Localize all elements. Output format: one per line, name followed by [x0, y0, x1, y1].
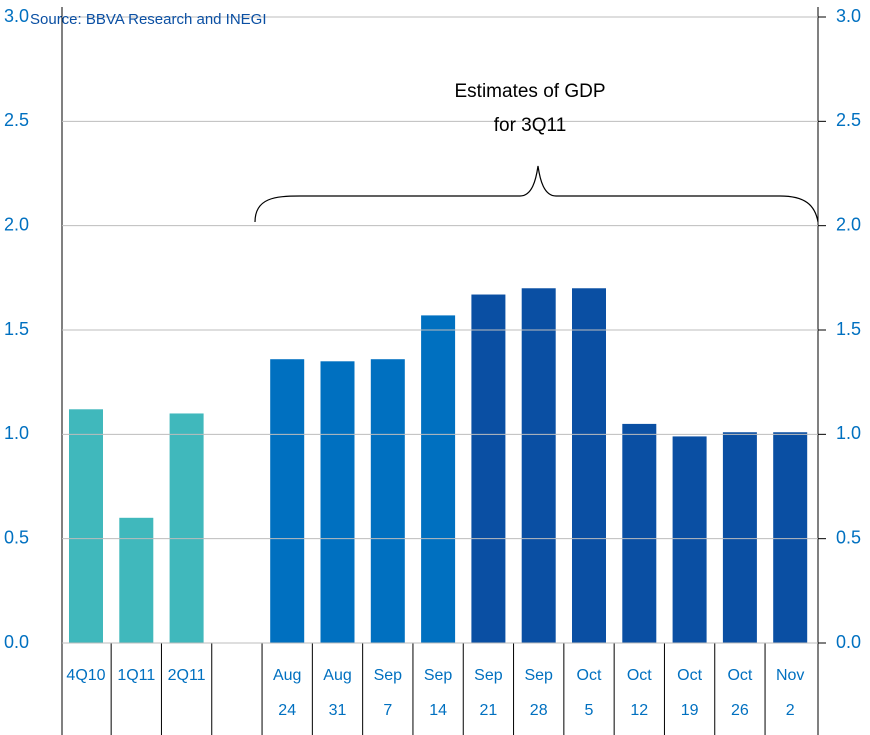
- bar: [169, 413, 204, 643]
- x-tick-label: 1Q11: [117, 667, 155, 684]
- x-tick-label: Sep: [524, 667, 553, 684]
- y-tick-label: 0.5: [4, 527, 29, 547]
- source: Source: BBVA Research and INEGI: [30, 11, 267, 28]
- y2-tick-label: 2.0: [836, 214, 861, 234]
- x-tick-label: Oct: [627, 667, 652, 684]
- x-tick-label-2: 12: [630, 702, 648, 719]
- x-tick-label-2: 7: [383, 702, 392, 719]
- x-tick-label: Sep: [474, 667, 503, 684]
- x-tick-label-2: 24: [278, 702, 296, 719]
- bar: [572, 288, 606, 643]
- x-tick-label: Sep: [374, 667, 403, 684]
- bar: [773, 432, 808, 643]
- x-tick-label: Oct: [677, 667, 702, 684]
- y2-tick-label: 0.5: [836, 527, 861, 547]
- y2-tick-label: 3.0: [836, 6, 861, 26]
- y-tick-label: 1.0: [4, 423, 29, 443]
- x-tick-label-2: 26: [731, 702, 749, 719]
- y-tick-label: 3.0: [4, 6, 29, 26]
- y2-tick-label: 2.5: [836, 110, 861, 130]
- x-tick-label-2: 19: [681, 702, 699, 719]
- x-tick-label: Aug: [323, 667, 351, 684]
- x-tick-label: 4Q10: [66, 667, 105, 684]
- x-tick-label: Aug: [273, 667, 301, 684]
- annotation: for 3Q11: [494, 115, 567, 136]
- x-tick-label-2: 28: [530, 702, 548, 719]
- x-tick-label: Oct: [727, 667, 752, 684]
- y2-tick-label: 0.0: [836, 632, 861, 652]
- x-tick-label-2: 31: [329, 702, 347, 719]
- x-tick-label-2: 14: [429, 702, 447, 719]
- bar: [722, 432, 757, 643]
- x-tick-label: Oct: [577, 667, 602, 684]
- x-tick-label-2: 2: [786, 702, 795, 719]
- x-tick-label-2: 5: [585, 702, 594, 719]
- bar: [270, 359, 305, 643]
- x-tick-label: 2Q11: [168, 667, 206, 684]
- y2-tick-label: 1.5: [836, 319, 861, 339]
- bar: [421, 315, 456, 643]
- y-tick-label: 2.5: [4, 110, 29, 130]
- x-tick-label-2: 21: [480, 702, 498, 719]
- brace: [254, 165, 819, 223]
- y-tick-label: 1.5: [4, 319, 29, 339]
- bar: [521, 288, 556, 643]
- bar: [672, 436, 707, 643]
- bar: [370, 359, 405, 643]
- x-tick-label: Sep: [424, 667, 453, 684]
- y-tick-label: 2.0: [4, 214, 29, 234]
- y-tick-label: 0.0: [4, 632, 29, 652]
- y2-tick-label: 1.0: [836, 423, 861, 443]
- bar: [320, 361, 355, 643]
- bar: [119, 517, 154, 643]
- x-tick-label: Nov: [776, 667, 804, 684]
- annotation: Estimates of GDP: [455, 81, 606, 102]
- bar: [622, 423, 657, 643]
- bar: [69, 409, 103, 643]
- bar: [471, 294, 506, 643]
